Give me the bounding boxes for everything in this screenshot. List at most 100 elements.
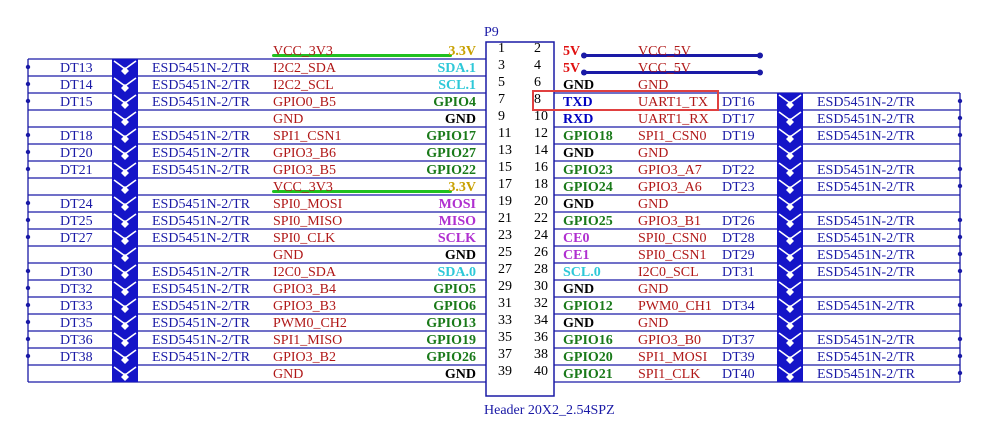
right-designator: DT37 <box>722 333 755 348</box>
tvs-diode-symbol <box>121 271 129 279</box>
right-part-number: ESD5451N-2/TR <box>817 112 916 127</box>
right-signal-name: GND <box>563 78 594 93</box>
left-net-name: GPIO3_B5 <box>273 163 336 178</box>
right-designator: DT22 <box>722 163 755 178</box>
pin-number-even: 4 <box>534 58 541 73</box>
left-designator: DT27 <box>60 231 93 246</box>
right-net-name: GPIO3_B1 <box>638 214 701 229</box>
left-part-number: ESD5451N-2/TR <box>152 78 251 93</box>
left-part-number: ESD5451N-2/TR <box>152 214 251 229</box>
rail-junction-dot <box>25 98 31 104</box>
tvs-layer <box>112 59 803 382</box>
left-net-name: I2C2_SDA <box>273 61 337 76</box>
left-signal-name: GND <box>445 248 476 263</box>
highlight-layer <box>532 90 719 111</box>
left-net-name: SPI1_CSN1 <box>273 129 341 144</box>
tvs-diode-symbol <box>121 118 129 126</box>
pin-number-odd: 27 <box>498 262 512 277</box>
connector-ref: P9 <box>484 25 499 40</box>
tvs-diode-symbol <box>121 152 129 160</box>
left-signal-name: GND <box>445 367 476 382</box>
tvs-diode-symbol <box>121 237 129 245</box>
rail-junction-dot <box>25 217 31 223</box>
left-signal-name: SDA.1 <box>437 61 476 76</box>
right-net-name: UART1_RX <box>638 112 709 127</box>
right-signal-name: 5V <box>563 44 580 59</box>
left-signal-name: GPIO19 <box>426 333 476 348</box>
pin-number-odd: 9 <box>498 109 505 124</box>
left-net-name: GPIO3_B4 <box>273 282 336 297</box>
left-designator: DT15 <box>60 95 93 110</box>
right-net-name: GND <box>638 282 668 297</box>
left-signal-name: GPIO13 <box>426 316 476 331</box>
left-signal-name: SDA.0 <box>437 265 476 280</box>
right-designator: DT31 <box>722 265 755 280</box>
wire-layer <box>25 58 963 383</box>
tvs-diode-symbol <box>786 118 794 126</box>
tvs-diode-symbol <box>121 373 129 381</box>
right-net-name: GND <box>638 146 668 161</box>
pin-number-even: 20 <box>534 194 548 209</box>
right-part-number: ESD5451N-2/TR <box>817 299 916 314</box>
left-part-number: ESD5451N-2/TR <box>152 265 251 280</box>
left-signal-name: 3.3V <box>448 44 476 59</box>
tvs-diode-symbol <box>786 203 794 211</box>
vcc-5v-bar <box>584 71 760 74</box>
pin-number-odd: 33 <box>498 313 512 328</box>
right-signal-name: RXD <box>563 112 593 127</box>
left-designator: DT38 <box>60 350 93 365</box>
rail-junction-dot <box>25 149 31 155</box>
tvs-diode-symbol <box>786 152 794 160</box>
right-signal-name: GPIO25 <box>563 214 613 229</box>
left-net-name: SPI0_MOSI <box>273 197 343 212</box>
pin-number-odd: 23 <box>498 228 512 243</box>
left-signal-name: SCL.1 <box>438 78 476 93</box>
right-net-name: SPI0_CSN0 <box>638 231 706 246</box>
tvs-diode-symbol <box>786 220 794 228</box>
right-signal-name: GPIO21 <box>563 367 613 382</box>
left-designator: DT30 <box>60 265 93 280</box>
left-net-name: SPI0_MISO <box>273 214 342 229</box>
right-designator: DT40 <box>722 367 755 382</box>
rail-junction-dot <box>25 319 31 325</box>
pin-number-even: 26 <box>534 245 548 260</box>
right-designator: DT26 <box>722 214 755 229</box>
left-net-name: GPIO3_B2 <box>273 350 336 365</box>
pin-number-odd: 1 <box>498 41 505 56</box>
pin-number-even: 16 <box>534 160 548 175</box>
left-designator: DT24 <box>60 197 93 212</box>
left-designator: DT14 <box>60 78 93 93</box>
pin-number-odd: 21 <box>498 211 512 226</box>
right-part-number: ESD5451N-2/TR <box>817 129 916 144</box>
vcc-5v-bar-end <box>581 69 587 76</box>
right-part-number: ESD5451N-2/TR <box>817 231 916 246</box>
left-net-name: SPI1_MISO <box>273 333 342 348</box>
tvs-diode-symbol <box>786 169 794 177</box>
left-net-name: VCC_3V3 <box>273 180 333 195</box>
tvs-diode-symbol <box>786 237 794 245</box>
vcc-5v-bar-end <box>757 69 763 76</box>
rail-junction-dot <box>25 200 31 206</box>
left-signal-name: 3.3V <box>448 180 476 195</box>
vcc-5v-bar <box>584 54 760 57</box>
tvs-diode-symbol <box>786 373 794 381</box>
left-designator: DT13 <box>60 61 93 76</box>
tvs-diode-symbol <box>786 186 794 194</box>
left-signal-name: GPIO27 <box>426 146 476 161</box>
pin-number-odd: 13 <box>498 143 512 158</box>
right-designator: DT39 <box>722 350 755 365</box>
left-part-number: ESD5451N-2/TR <box>152 299 251 314</box>
rail-junction-dot <box>957 183 963 189</box>
rail-junction-dot <box>25 234 31 240</box>
left-part-number: ESD5451N-2/TR <box>152 316 251 331</box>
rail-junction-dot <box>25 302 31 308</box>
left-net-name: GPIO3_B6 <box>273 146 336 161</box>
left-net-name: I2C0_SDA <box>273 265 337 280</box>
pin-number-even: 24 <box>534 228 548 243</box>
tvs-diode-symbol <box>786 271 794 279</box>
pin-number-even: 8 <box>534 92 541 107</box>
pin-number-even: 14 <box>534 143 548 158</box>
left-part-number: ESD5451N-2/TR <box>152 163 251 178</box>
tvs-diode-symbol <box>786 254 794 262</box>
